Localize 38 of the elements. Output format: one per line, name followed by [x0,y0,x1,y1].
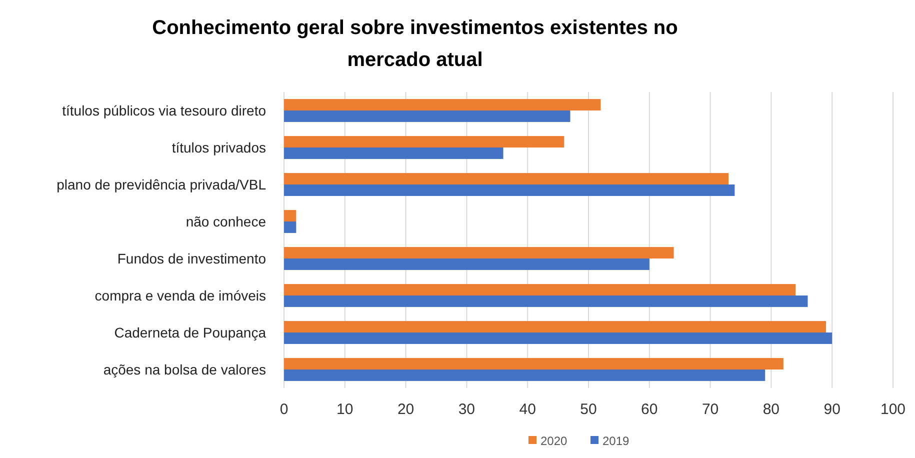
x-tick-label: 20 [397,401,414,418]
x-tick-label: 0 [280,401,288,418]
x-tick-label: 70 [702,401,719,418]
x-tick-label: 90 [824,401,840,418]
x-tick-label: 30 [458,401,476,418]
y-tick-label: plano de previdência privada/VBL [56,176,266,192]
x-tick-label: 10 [336,401,354,418]
legend-label: 2019 [602,434,630,448]
bar [284,332,832,344]
bar [284,173,729,184]
bar [284,258,650,270]
chart-title: Conhecimento geral sobre investimentos existentes no mercado atual [152,17,678,71]
x-tick-label: 40 [519,401,536,418]
y-tick-label: ações na bolsa de valores [103,361,266,378]
legend-label: 2020 [540,434,568,448]
y-tick-label: Caderneta de Poupança [114,324,266,340]
y-tick-label: títulos públicos via tesouro direto [62,102,266,118]
bar [284,136,564,148]
bar [284,210,296,222]
y-tick-label: Fundos de investimento [117,250,266,266]
bar [284,284,796,296]
x-tick-label: 60 [641,401,658,418]
bar [284,370,766,381]
bar [284,148,504,159]
bar [284,222,296,233]
bar [284,99,601,110]
bar [284,247,674,258]
bar [284,184,735,196]
bar [284,296,808,307]
y-tick-label: títulos privados [172,139,266,156]
bar [284,110,570,122]
y-tick-label: não conhece [186,213,266,230]
y-tick-label: compra e venda de imóveis [94,287,266,304]
bar [284,358,784,370]
x-tick-label: 80 [762,401,780,418]
x-tick-label: 50 [580,401,597,418]
bar [284,321,826,332]
x-tick-label: 100 [880,401,906,418]
